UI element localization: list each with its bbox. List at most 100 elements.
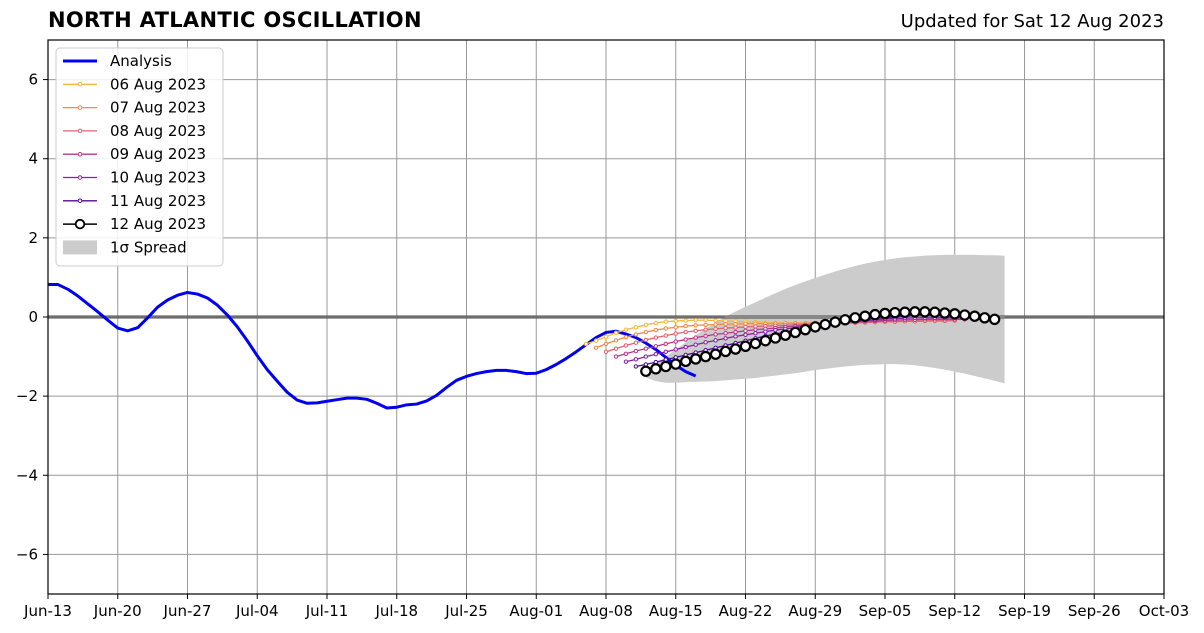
forecast-point xyxy=(623,359,629,364)
forecast-point xyxy=(713,318,718,323)
legend: Analysis 06 Aug 2023 07 Aug 2023 08 Aug 202… xyxy=(55,47,224,267)
forecast-point xyxy=(643,354,649,359)
forecast-point xyxy=(603,334,609,339)
forecast-point xyxy=(909,306,921,318)
forecast-point xyxy=(693,335,698,340)
forecast-point xyxy=(773,327,778,333)
forecast-point xyxy=(673,325,678,330)
legend-marker xyxy=(77,82,83,87)
forecast-point xyxy=(633,325,639,330)
chart-subtitle: Updated for Sat 12 Aug 2023 xyxy=(900,11,1164,32)
legend-marker xyxy=(74,218,86,230)
chart-title: NORTH ATLANTIC OSCILLATION xyxy=(48,8,422,32)
forecast-point xyxy=(693,323,698,328)
forecast-point xyxy=(723,325,728,331)
forecast-point xyxy=(789,326,802,339)
forecast-point xyxy=(733,334,738,339)
forecast-point xyxy=(683,344,688,350)
x-tick-label: Sep-12 xyxy=(928,602,981,620)
forecast-point xyxy=(640,365,652,377)
forecast-point xyxy=(613,338,619,343)
legend-item: 11 Aug 2023 xyxy=(63,192,206,210)
forecast-point xyxy=(763,329,768,334)
forecast-point xyxy=(929,306,941,318)
x-tick-label: Jul-11 xyxy=(305,602,349,620)
forecast-point xyxy=(653,327,659,333)
legend-swatch xyxy=(63,240,97,255)
legend-item: 12 Aug 2023 xyxy=(63,215,206,233)
forecast-point xyxy=(653,320,659,326)
forecast-point xyxy=(693,342,698,347)
forecast-point xyxy=(753,331,758,336)
forecast-point xyxy=(603,341,609,347)
forecast-point xyxy=(889,306,901,319)
legend-box xyxy=(55,47,224,267)
forecast-point xyxy=(660,360,672,373)
y-tick-label: 4 xyxy=(28,150,38,168)
forecast-point xyxy=(729,343,742,355)
forecast-series xyxy=(640,306,1001,377)
x-tick-label: Aug-15 xyxy=(649,602,703,620)
forecast-point xyxy=(978,312,991,324)
forecast-point xyxy=(633,332,639,337)
forecast-point xyxy=(613,346,619,351)
forecast-point xyxy=(689,353,702,365)
plot-frame xyxy=(47,39,1165,595)
forecast-point xyxy=(753,327,758,332)
forecast-point xyxy=(719,345,732,358)
legend-item: 06 Aug 2023 xyxy=(63,75,206,93)
legend-item: Analysis xyxy=(63,52,172,70)
forecast-point xyxy=(743,324,748,330)
forecast-point xyxy=(633,357,639,362)
x-tick-label: Sep-26 xyxy=(1068,602,1121,620)
legend-label: 09 Aug 2023 xyxy=(110,145,206,163)
forecast-point xyxy=(939,307,951,319)
y-tick-label: 6 xyxy=(28,71,38,89)
forecast-point xyxy=(673,347,678,352)
forecast-point xyxy=(593,338,599,343)
forecast-point xyxy=(613,330,619,336)
forecast-point xyxy=(739,340,752,352)
forecast-point xyxy=(683,323,688,329)
forecast-point xyxy=(603,349,609,355)
x-tick-label: Sep-05 xyxy=(859,602,912,620)
forecast-point xyxy=(749,337,762,350)
forecast-point xyxy=(869,308,881,321)
forecast-point xyxy=(643,322,649,328)
forecast-point xyxy=(713,326,718,332)
forecast-point xyxy=(723,331,728,336)
forecast-point xyxy=(733,329,738,335)
x-tick-label: Aug-08 xyxy=(579,602,633,620)
forecast-point xyxy=(683,337,688,342)
forecast-point xyxy=(919,306,931,318)
forecast-point xyxy=(623,343,629,348)
x-tick-label: Aug-01 xyxy=(509,602,563,620)
forecast-point xyxy=(593,345,599,351)
legend-label: 07 Aug 2023 xyxy=(110,99,206,117)
forecast-point xyxy=(633,348,639,354)
forecast-point xyxy=(988,313,1001,326)
legend-label: 08 Aug 2023 xyxy=(110,122,206,140)
forecast-point xyxy=(703,327,708,332)
forecast-point xyxy=(899,306,911,318)
forecast-point xyxy=(699,350,712,363)
forecast-point xyxy=(968,310,981,322)
forecast-point xyxy=(633,364,639,369)
forecast-point xyxy=(703,333,708,339)
legend-marker xyxy=(77,175,83,180)
forecast-point xyxy=(653,351,659,357)
legend-label: 12 Aug 2023 xyxy=(110,215,206,233)
forecast-point xyxy=(809,321,821,333)
forecast-point xyxy=(633,340,639,345)
x-tick-label: Aug-22 xyxy=(719,602,773,620)
x-tick-label: Jul-04 xyxy=(235,602,279,620)
forecast-point xyxy=(663,319,668,324)
forecast-point xyxy=(713,338,718,343)
forecast-point xyxy=(673,331,678,336)
forecast-point xyxy=(959,309,971,321)
legend-item: 1σ Spread xyxy=(63,238,187,256)
legend-marker xyxy=(77,198,83,204)
forecast-point xyxy=(759,335,772,347)
x-tick-label: Jun-13 xyxy=(23,602,72,620)
forecast-point xyxy=(583,341,589,347)
